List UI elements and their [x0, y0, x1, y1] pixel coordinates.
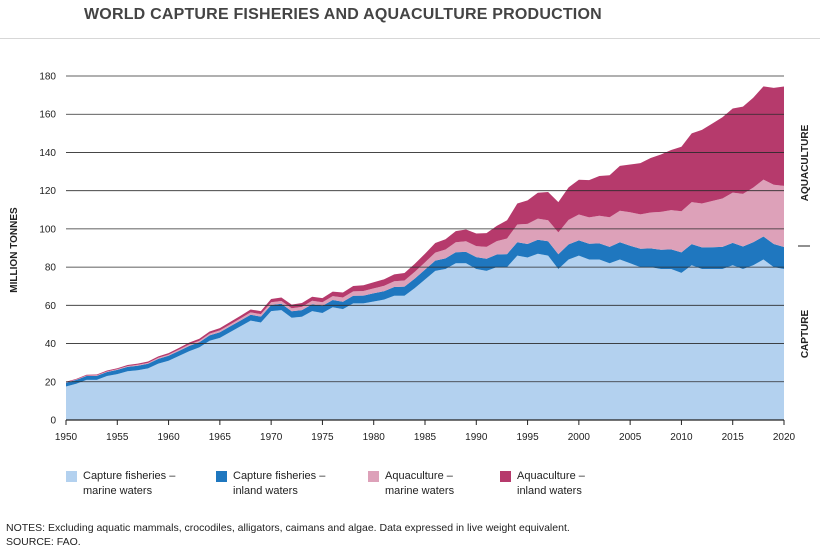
- y-tick-label: 80: [45, 263, 57, 274]
- legend-label-line1: Capture fisheries –: [83, 470, 176, 482]
- area-capture-fisheries-marine-waters: [66, 253, 784, 420]
- source-text: SOURCE: FAO.: [6, 536, 81, 548]
- y-tick-label: 140: [39, 148, 56, 159]
- legend-label-line2: inland waters: [517, 485, 582, 497]
- x-tick-label: 2015: [722, 432, 745, 443]
- right-label-capture: CAPTURE: [800, 310, 811, 359]
- x-tick-label: 1980: [363, 432, 386, 443]
- chart-notes: NOTES: Excluding aquatic mammals, crocod…: [6, 521, 570, 549]
- x-tick-label: 2010: [670, 432, 693, 443]
- legend-item-capture-marine: Capture fisheries – marine waters: [66, 469, 175, 499]
- legend-swatch: [66, 471, 77, 482]
- y-tick-label: 60: [45, 301, 57, 312]
- legend-item-capture-inland: Capture fisheries – inland waters: [216, 469, 325, 499]
- x-tick-label: 1990: [465, 432, 488, 443]
- legend-label-line2: marine waters: [385, 485, 455, 497]
- legend-swatch: [368, 471, 379, 482]
- legend-swatch: [500, 471, 511, 482]
- axis-labels: 0 20 40 60 80 100 120 140 160 180 1950 1955 1960 1965…: [9, 72, 811, 444]
- notes-text: NOTES: Excluding aquatic mammals, crocod…: [6, 522, 570, 534]
- y-tick-label: 180: [39, 72, 56, 83]
- x-tick-label: 1975: [311, 432, 334, 443]
- right-label-aquaculture: AQUACULTURE: [800, 124, 811, 201]
- x-tick-label: 1965: [209, 432, 232, 443]
- axes: [65, 419, 785, 425]
- legend-label-line2: marine waters: [83, 485, 153, 497]
- x-tick-label: 2005: [619, 432, 642, 443]
- y-tick-label: 20: [45, 377, 57, 388]
- y-axis-label: MILLION TONNES: [9, 207, 20, 293]
- area-aquaculture-marine-waters: [66, 179, 784, 383]
- x-tick-label: 1970: [260, 432, 283, 443]
- x-tick-label: 2020: [773, 432, 796, 443]
- legend-label-line1: Aquaculture –: [385, 470, 453, 482]
- y-tick-label: 120: [39, 186, 56, 197]
- y-tick-label: 40: [45, 339, 57, 350]
- x-tick-label: 1950: [55, 432, 78, 443]
- area-series-group: [66, 86, 784, 420]
- y-tick-label: 100: [39, 224, 56, 235]
- gridlines: [66, 75, 784, 383]
- title-divider: [0, 38, 820, 39]
- x-tick-label: 1985: [414, 432, 437, 443]
- x-tick-label: 1960: [157, 432, 180, 443]
- legend-label-line2: inland waters: [233, 485, 298, 497]
- legend-item-aquaculture-marine: Aquaculture – marine waters: [368, 469, 454, 499]
- x-tick-label: 1995: [516, 432, 539, 443]
- x-tick-label: 1955: [106, 432, 129, 443]
- x-tick-label: 2000: [568, 432, 591, 443]
- y-tick-label: 160: [39, 110, 56, 121]
- chart-title: WORLD CAPTURE FISHERIES AND AQUACULTURE …: [84, 6, 602, 23]
- legend-swatch: [216, 471, 227, 482]
- legend: Capture fisheries – marine waters Captur…: [0, 469, 820, 505]
- y-tick-label: 0: [50, 416, 56, 427]
- area-capture-fisheries-inland-waters: [66, 236, 784, 387]
- legend-label-line1: Capture fisheries –: [233, 470, 326, 482]
- legend-label-line1: Aquaculture –: [517, 470, 585, 482]
- legend-item-aquaculture-inland: Aquaculture – inland waters: [500, 469, 585, 499]
